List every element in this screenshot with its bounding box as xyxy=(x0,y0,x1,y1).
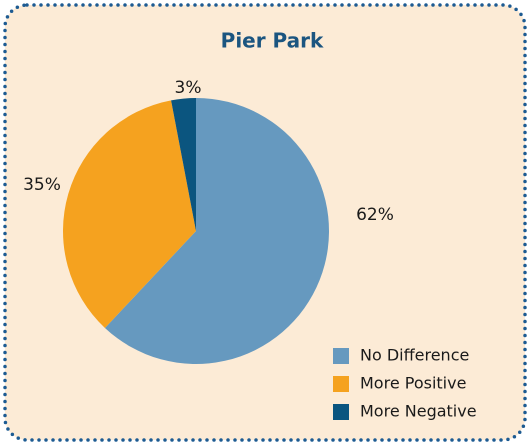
pie-slice xyxy=(104,98,330,364)
data-label: 62% xyxy=(356,205,394,225)
legend-swatch xyxy=(333,376,349,392)
pie-slice xyxy=(62,100,196,328)
data-label: 3% xyxy=(175,78,202,98)
data-label: 35% xyxy=(23,175,61,195)
chart-title: Pier Park xyxy=(221,29,324,53)
pie-slice xyxy=(171,98,196,231)
legend-label: No Difference xyxy=(360,346,469,365)
legend-label: More Positive xyxy=(360,374,466,393)
legend-swatch xyxy=(333,348,349,364)
legend-label: More Negative xyxy=(360,402,477,421)
legend-swatch xyxy=(333,404,349,420)
